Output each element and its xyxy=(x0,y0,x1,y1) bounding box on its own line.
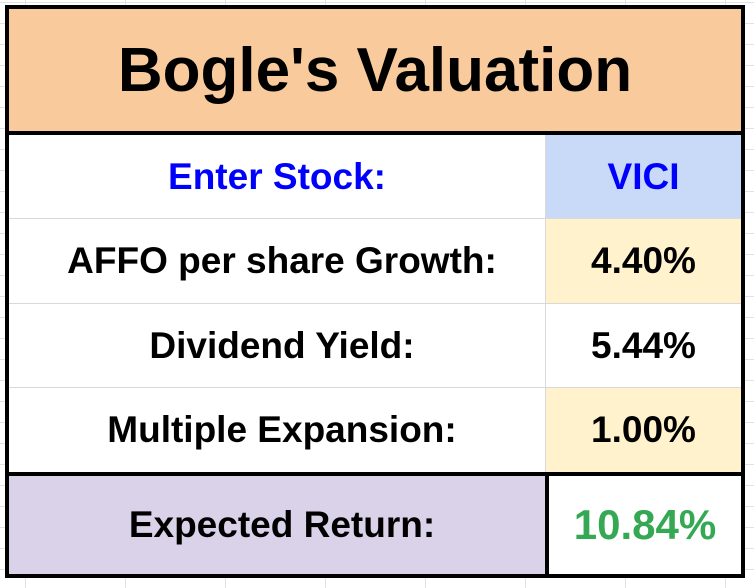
table-title: Bogle's Valuation xyxy=(9,9,741,135)
multiple-expansion-cell[interactable]: 1.00% xyxy=(545,388,741,472)
dividend-yield-label: Dividend Yield: xyxy=(149,324,415,366)
expected-return-row: Expected Return: 10.84% xyxy=(9,472,741,574)
dividend-yield-cell[interactable]: 5.44% xyxy=(545,304,741,387)
affo-growth-cell[interactable]: 4.40% xyxy=(545,219,741,303)
valuation-table: Bogle's Valuation Enter Stock: VICI AFFO… xyxy=(5,5,745,578)
affo-growth-label: AFFO per share Growth: xyxy=(67,240,497,281)
expected-return-label: Expected Return: xyxy=(128,504,436,545)
dividend-yield-row: Dividend Yield: 5.44% xyxy=(9,304,741,388)
affo-growth-row: AFFO per share Growth: 4.40% xyxy=(9,219,741,304)
multiple-expansion-label: Multiple Expansion: xyxy=(107,409,457,450)
stock-input-cell[interactable]: VICI xyxy=(545,135,741,218)
stock-input-row: Enter Stock: VICI xyxy=(9,135,741,219)
expected-return-cell[interactable]: 10.84% xyxy=(545,476,741,574)
multiple-expansion-row: Multiple Expansion: 1.00% xyxy=(9,388,741,472)
stock-input-label: Enter Stock: xyxy=(168,155,386,197)
